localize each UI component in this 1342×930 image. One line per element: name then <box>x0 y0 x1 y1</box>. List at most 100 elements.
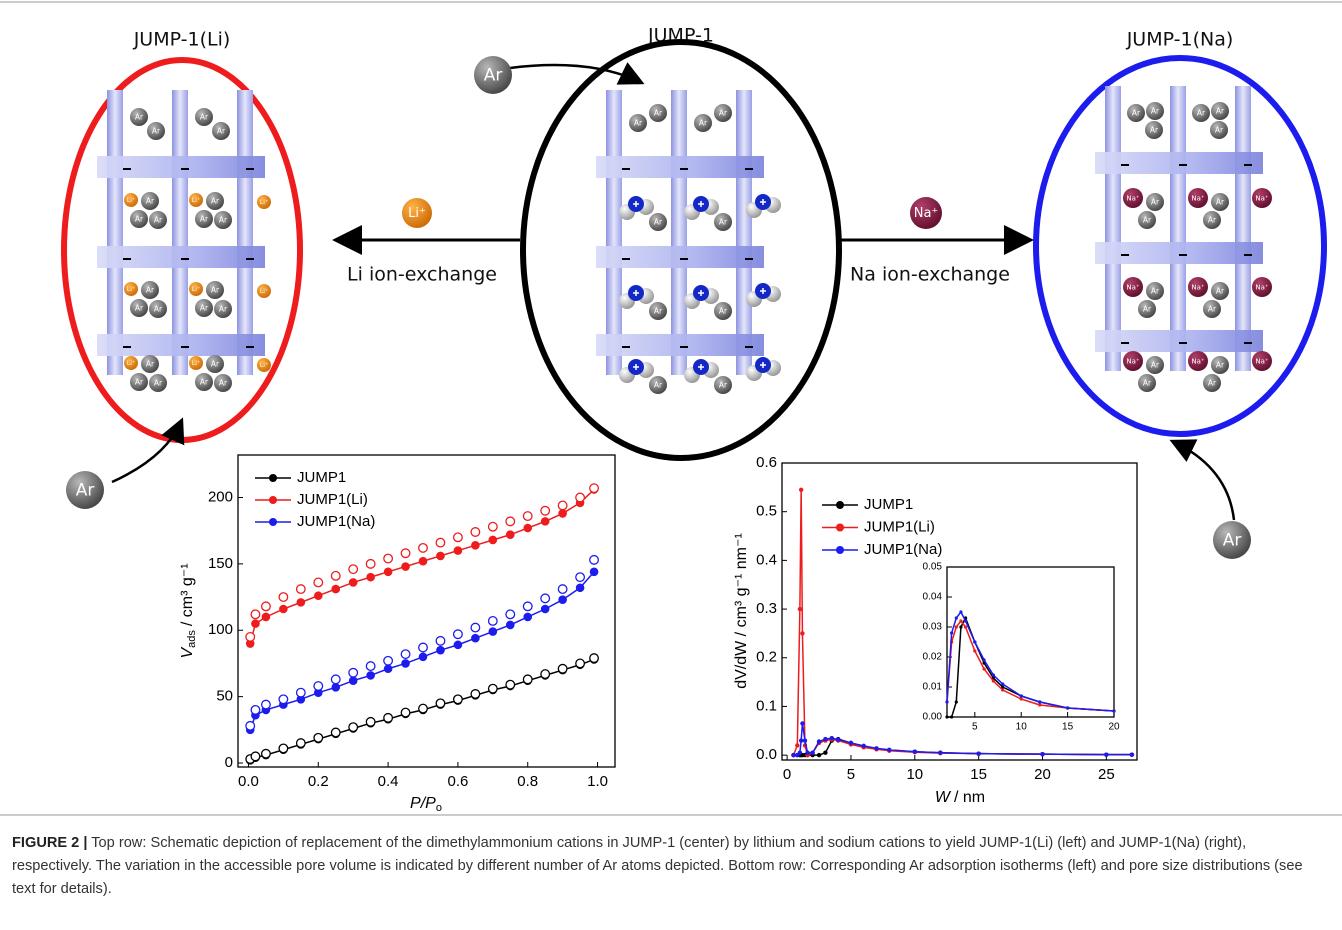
beam <box>596 334 764 356</box>
data-point <box>950 631 953 634</box>
data-point <box>366 671 375 680</box>
data-point <box>887 748 891 752</box>
data-point <box>297 598 306 607</box>
na-ion-label: Na⁺ <box>1255 284 1269 292</box>
x-tick-label: 25 <box>1098 766 1115 783</box>
x-tick-label: 5 <box>972 722 978 733</box>
desorption-point <box>262 602 271 611</box>
x-tick-label: 10 <box>906 766 923 783</box>
data-point <box>523 613 532 622</box>
y-tick-label: 0.03 <box>923 622 943 633</box>
na-ion-label: Na⁺ <box>1191 284 1205 292</box>
data-point <box>1066 706 1069 709</box>
data-point <box>523 524 532 533</box>
data-point <box>1020 694 1023 697</box>
ar-feed-label: Ar <box>76 481 95 501</box>
ar-atom-label: Ar <box>1151 361 1160 370</box>
x-tick-label: 0.6 <box>447 773 468 790</box>
y-tick-label: 0 <box>225 754 233 771</box>
desorption-point <box>590 654 599 663</box>
desorption-point <box>576 659 585 668</box>
y-axis-label: dV/dW / cm³ g⁻¹ nm⁻¹ <box>733 533 750 689</box>
data-point <box>983 667 986 670</box>
beam <box>596 156 764 178</box>
data-point <box>366 573 375 582</box>
desorption-point <box>489 617 498 626</box>
desorption-point <box>279 593 288 602</box>
y-tick-label: 0.1 <box>756 697 777 714</box>
data-point <box>471 541 480 550</box>
data-point <box>964 619 967 622</box>
data-point <box>945 700 948 703</box>
desorption-point <box>251 610 260 619</box>
x-tick-label: 20 <box>1034 766 1051 783</box>
ar-atom-label: Ar <box>135 304 144 313</box>
y-tick-label: 0.6 <box>756 454 777 471</box>
data-point <box>1020 697 1023 700</box>
legend-marker <box>836 546 844 554</box>
na-ion-label: Na⁺ <box>1126 284 1140 292</box>
x-label-symbol: W <box>935 789 952 806</box>
y-tick-label: 0.05 <box>923 562 943 573</box>
desorption-point <box>279 695 288 704</box>
y-tick-label: 0.5 <box>756 503 777 520</box>
desorption-point <box>401 708 410 717</box>
data-point <box>959 625 962 628</box>
data-point <box>349 578 358 587</box>
data-point <box>959 619 962 622</box>
data-point <box>849 741 853 745</box>
data-point <box>262 613 271 622</box>
ar-atom-label: Ar <box>1150 126 1159 135</box>
legend-label: JUMP1(Li) <box>864 518 935 535</box>
x-tick-label: 20 <box>1108 722 1120 733</box>
data-point <box>992 673 995 676</box>
y-tick-label: 0.4 <box>756 551 777 568</box>
data-point <box>955 700 958 703</box>
x-axis-label: W/ nm <box>935 789 985 806</box>
beam <box>1095 242 1263 264</box>
ar-atom-label: Ar <box>1216 361 1225 370</box>
data-point <box>1038 703 1041 706</box>
ar-atom-label: Ar <box>200 113 209 122</box>
data-point <box>983 658 986 661</box>
x-tick-label: 10 <box>1016 722 1028 733</box>
data-point <box>436 552 445 561</box>
pillar <box>1105 86 1121 371</box>
data-point <box>973 649 976 652</box>
ar-atom-label: Ar <box>211 286 220 295</box>
ar-atom-label: Ar <box>1132 109 1141 118</box>
desorption-point <box>558 585 567 594</box>
data-point <box>489 627 498 636</box>
data-point <box>471 634 480 643</box>
x-tick-label: 0.4 <box>378 773 399 790</box>
desorption-point <box>279 744 288 753</box>
data-point <box>810 750 814 754</box>
x-label-symbol: P/P <box>410 795 436 812</box>
desorption-point <box>541 506 550 515</box>
desorption-point <box>366 718 375 727</box>
ar-atom-label: Ar <box>1151 198 1160 207</box>
data-point <box>791 753 795 757</box>
li-ion-label: Li⁺ <box>127 197 135 204</box>
desorption-point <box>246 722 255 731</box>
desorption-point <box>506 610 515 619</box>
y-label-unit: / cm³ g⁻¹ <box>179 563 196 626</box>
pillar <box>107 90 123 375</box>
data-point <box>799 488 803 492</box>
na-ion-label: Na⁺ <box>1255 358 1269 366</box>
ar-atom-label: Ar <box>654 109 663 118</box>
legend-label: JUMP1(Na) <box>864 541 942 558</box>
y-tick-label: 0.04 <box>923 592 943 603</box>
desorption-point <box>246 633 255 642</box>
desorption-point <box>401 650 410 659</box>
li-ion-icon-label: Li⁺ <box>408 206 426 221</box>
data-point <box>419 557 428 566</box>
desorption-point <box>401 549 410 558</box>
data-point <box>454 641 463 650</box>
data-point <box>992 679 995 682</box>
ar-atom-label: Ar <box>1216 287 1225 296</box>
desorption-point <box>262 700 271 709</box>
data-point <box>541 605 550 614</box>
data-point <box>251 619 260 628</box>
data-point <box>279 605 288 614</box>
